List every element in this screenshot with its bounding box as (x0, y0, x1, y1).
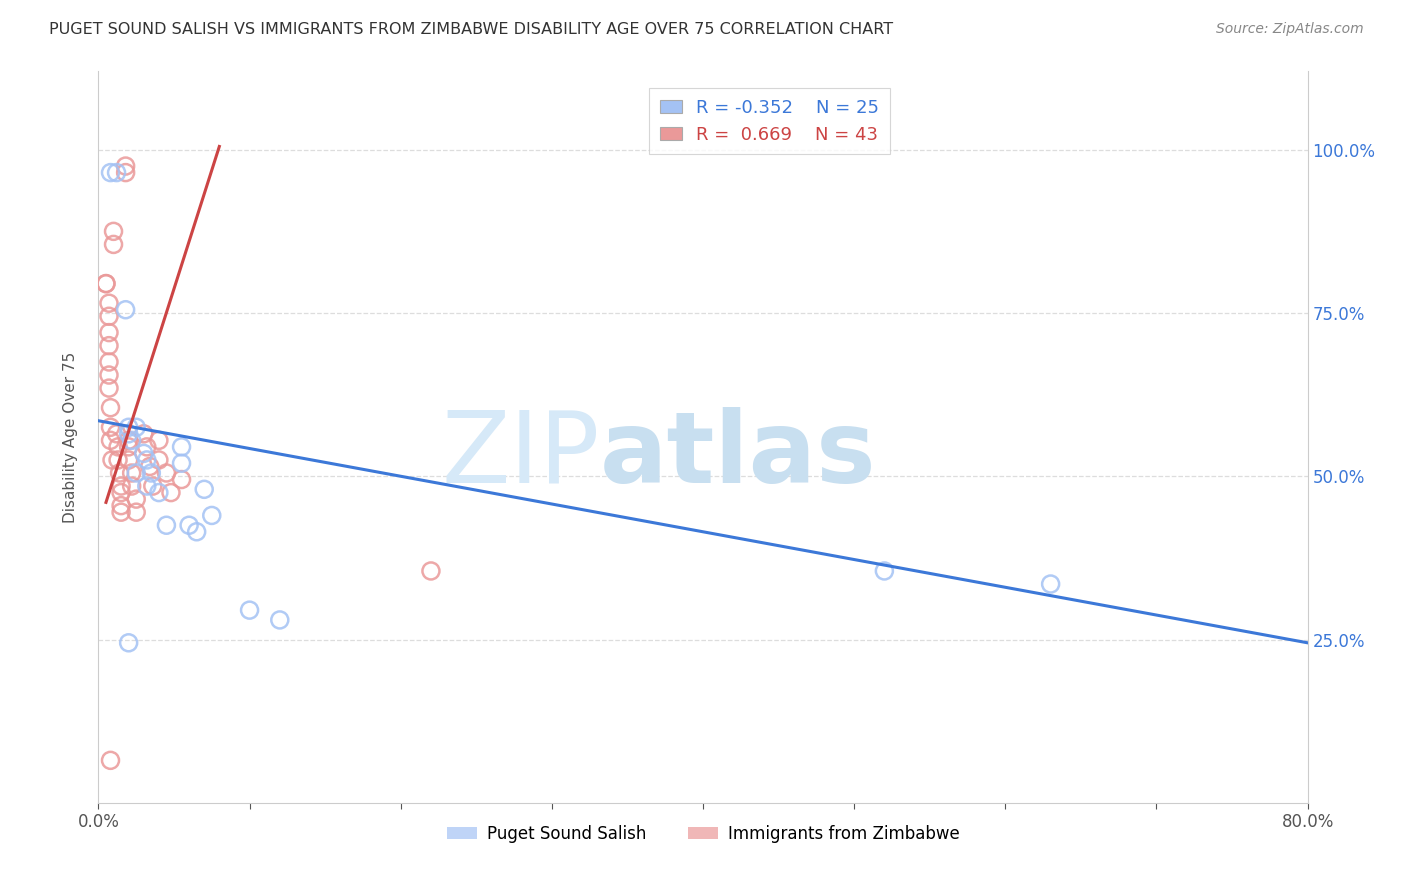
Point (98, 355, 121, 369)
Legend: Puget Sound Salish, Immigrants from Zimbabwe: Puget Sound Salish, Immigrants from Zimb… (440, 818, 966, 849)
Point (114, 159, 136, 173)
Point (125, 492, 148, 507)
Point (110, 505, 132, 519)
Point (118, 453, 141, 467)
Point (118, 434, 141, 448)
Point (148, 434, 170, 448)
Point (107, 440, 129, 454)
Point (135, 440, 157, 454)
Text: ZIP: ZIP (441, 407, 600, 504)
Point (160, 485, 183, 500)
Point (118, 420, 141, 434)
Point (193, 483, 215, 497)
Point (98, 310, 121, 324)
Point (114, 302, 136, 317)
Point (118, 440, 141, 454)
Point (125, 466, 148, 480)
Point (269, 613, 291, 627)
Point (108, 466, 131, 480)
Point (100, 753, 122, 767)
Point (141, 466, 163, 480)
Point (135, 453, 157, 467)
Point (105, 165, 128, 179)
Point (118, 426, 141, 441)
Y-axis label: Disability Age Over 75: Disability Age Over 75 (63, 351, 77, 523)
Point (148, 453, 170, 467)
Text: Source: ZipAtlas.com: Source: ZipAtlas.com (1216, 22, 1364, 37)
Point (170, 440, 193, 454)
Point (179, 518, 201, 533)
Point (420, 564, 443, 578)
Point (103, 237, 125, 252)
Point (118, 636, 141, 650)
Point (100, 165, 122, 179)
Point (98, 339, 121, 353)
Point (94, 277, 117, 291)
Point (139, 459, 162, 474)
Point (110, 499, 132, 513)
Point (98, 296, 121, 310)
Text: PUGET SOUND SALISH VS IMMIGRANTS FROM ZIMBABWE DISABILITY AGE OVER 75 CORRELATIO: PUGET SOUND SALISH VS IMMIGRANTS FROM ZI… (49, 22, 893, 37)
Point (155, 518, 177, 533)
Point (125, 420, 148, 434)
Point (107, 453, 129, 467)
Point (170, 473, 193, 487)
Point (101, 453, 124, 467)
Point (135, 479, 157, 493)
Point (98, 326, 121, 340)
Point (121, 479, 143, 493)
Point (94, 277, 117, 291)
Point (155, 466, 177, 480)
Point (1039, 577, 1062, 591)
Point (201, 508, 224, 523)
Point (114, 165, 136, 179)
Point (873, 564, 896, 578)
Point (148, 485, 170, 500)
Point (125, 505, 148, 519)
Point (121, 434, 143, 448)
Point (121, 466, 143, 480)
Point (105, 426, 128, 441)
Point (98, 381, 121, 395)
Point (100, 420, 122, 434)
Point (239, 603, 262, 617)
Point (142, 479, 165, 493)
Point (170, 456, 193, 470)
Point (100, 401, 122, 415)
Point (132, 426, 155, 441)
Point (186, 524, 208, 539)
Point (132, 446, 155, 460)
Point (110, 479, 132, 493)
Point (98, 368, 121, 382)
Point (100, 434, 122, 448)
Point (103, 224, 125, 238)
Point (110, 485, 132, 500)
Text: atlas: atlas (600, 407, 877, 504)
